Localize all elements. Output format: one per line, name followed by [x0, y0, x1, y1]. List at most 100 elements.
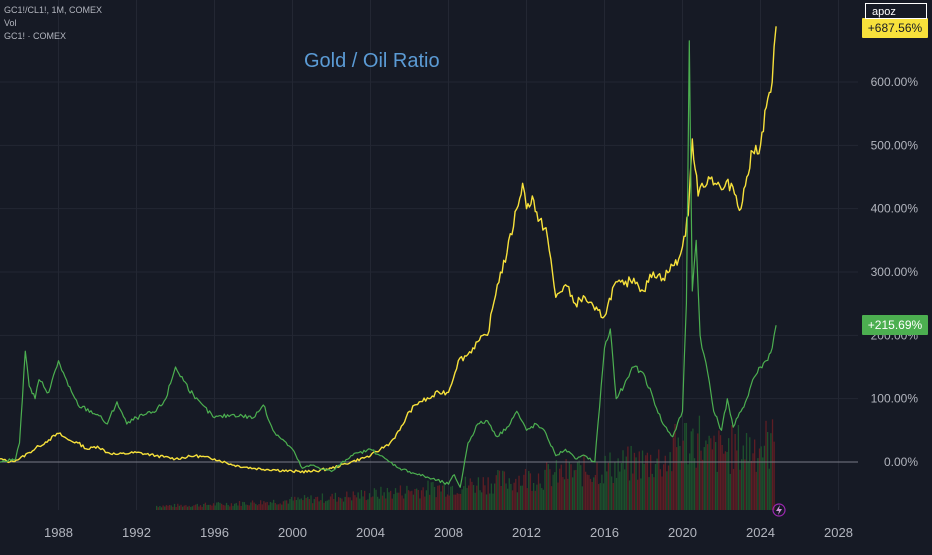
last-value-bg: [862, 18, 928, 38]
volume-bar: [555, 460, 558, 510]
volume-bar: [360, 490, 363, 510]
volume-bar: [212, 503, 215, 510]
volume-bar: [550, 486, 553, 510]
volume-bar: [263, 501, 265, 510]
volume-bar: [299, 499, 301, 510]
volume-bar: [711, 449, 714, 510]
x-tick-label: 2000: [278, 525, 307, 540]
volume-bar: [744, 459, 746, 510]
volume-bar: [308, 499, 311, 510]
volume-bar: [398, 492, 400, 510]
volume-bar: [242, 501, 244, 510]
volume-bar: [203, 503, 205, 510]
volume-bar: [541, 488, 543, 510]
volume-bar: [500, 485, 502, 510]
volume-bar: [289, 499, 291, 510]
volume-bar: [318, 501, 320, 510]
volume-bar: [723, 453, 725, 510]
volume-bar: [199, 505, 202, 510]
volume-bar: [451, 485, 454, 510]
volume-bar: [710, 438, 712, 510]
volume-bar: [253, 502, 255, 510]
volume-bar: [549, 469, 551, 510]
volume-bar: [425, 490, 428, 510]
y-tick-label: 0.00%: [884, 455, 918, 469]
legend-gold-line[interactable]: GC1! · COMEX: [4, 31, 67, 41]
volume-bar: [375, 489, 377, 510]
volume-bar: [731, 425, 733, 510]
volume-bar: [230, 503, 233, 510]
volume-bar: [542, 489, 545, 510]
legend-symbol-line[interactable]: GC1!/CL1!, 1M, COMEX: [4, 5, 103, 15]
volume-bar: [716, 471, 718, 510]
volume-bar: [559, 468, 561, 510]
volume-bar: [606, 471, 608, 510]
volume-bar: [300, 498, 302, 510]
user-badge[interactable]: apoz: [865, 3, 927, 19]
volume-bar: [528, 471, 530, 510]
volume-bar: [414, 489, 416, 510]
volume-bar: [235, 502, 237, 510]
volume-bar: [505, 483, 507, 510]
volume-bar: [355, 497, 358, 510]
x-tick-label: 2024: [746, 525, 775, 540]
volume-bar: [734, 433, 736, 510]
volume-bar: [243, 502, 246, 510]
volume-bar: [526, 488, 528, 510]
volume-bar: [209, 504, 211, 510]
volume-bar: [251, 500, 254, 510]
volume-bar: [755, 471, 757, 510]
volume-bar: [372, 496, 374, 510]
volume-bar: [625, 456, 627, 510]
volume-bar: [188, 505, 190, 510]
volume-bar: [191, 506, 194, 510]
volume-bar: [162, 505, 164, 510]
volume-bar: [334, 492, 337, 510]
volume-bar: [663, 464, 665, 510]
volume-bar: [698, 415, 701, 510]
volume-bar: [645, 455, 647, 510]
volume-bar: [672, 437, 675, 510]
volume-bar: [222, 504, 224, 510]
volume-bar: [479, 490, 481, 510]
volume-bar: [706, 444, 709, 510]
volume-bar: [578, 460, 580, 510]
volume-bar: [632, 473, 634, 510]
volume-bar: [417, 490, 419, 510]
volume-bar: [328, 499, 330, 510]
volume-bar: [344, 496, 346, 510]
volume-bar: [511, 490, 514, 510]
volume-bar: [354, 495, 356, 510]
volume-bar: [440, 491, 442, 510]
volume-bar: [640, 478, 642, 510]
volume-bar: [466, 487, 468, 510]
volume-bar: [225, 502, 228, 510]
volume-bar: [377, 496, 379, 510]
volume-bar: [432, 481, 434, 510]
volume-bar: [445, 496, 447, 510]
volume-bar: [529, 473, 532, 510]
volume-bar: [658, 449, 660, 510]
y-tick-label: 300.00%: [871, 265, 919, 279]
x-tick-label: 1992: [122, 525, 151, 540]
volume-bar: [736, 450, 738, 510]
last-value-label-ratio: +687.56%: [862, 18, 928, 38]
volume-bar: [654, 464, 657, 510]
volume-bar: [648, 477, 650, 510]
volume-bar: [323, 502, 325, 510]
volume-bar: [411, 490, 413, 510]
volume-bar: [237, 505, 239, 510]
volume-bar: [724, 451, 727, 510]
volume-bar: [693, 458, 696, 510]
volume-bar: [630, 445, 632, 510]
volume-bar: [396, 492, 398, 510]
volume-bar: [726, 451, 728, 510]
volume-bar: [573, 470, 575, 510]
volume-bar: [661, 476, 663, 510]
legend-volume-line[interactable]: Vol: [4, 18, 17, 28]
volume-bar: [562, 477, 564, 510]
volume-bar: [713, 435, 715, 510]
volume-bar: [715, 442, 717, 510]
volume-bar: [468, 485, 470, 510]
